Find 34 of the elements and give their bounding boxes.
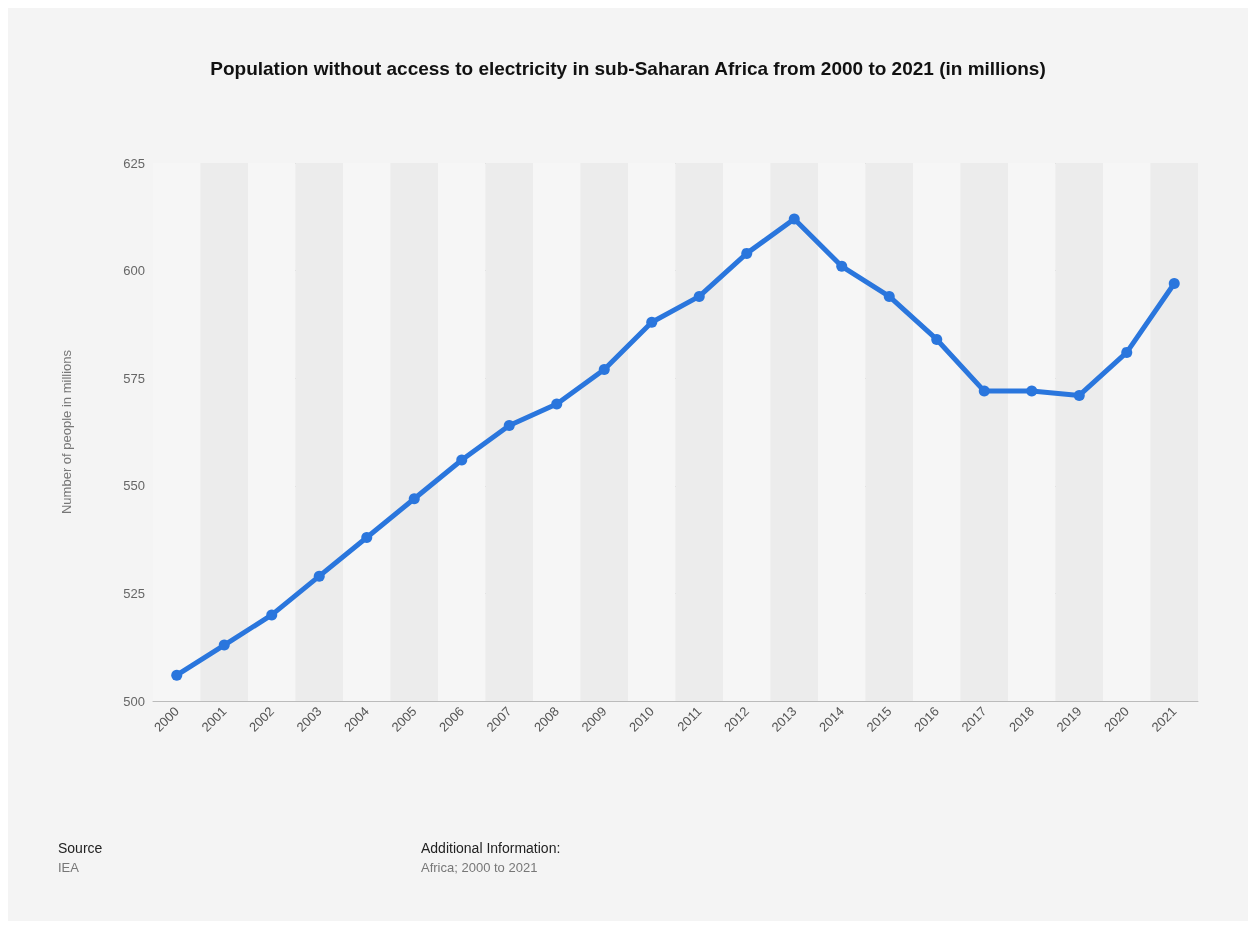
point bbox=[408, 493, 420, 505]
point bbox=[883, 290, 895, 302]
text: Additional Information: bbox=[421, 840, 561, 856]
text: IEA bbox=[58, 860, 80, 875]
point bbox=[741, 247, 753, 259]
point bbox=[313, 570, 325, 582]
y-tick-label: 600 bbox=[123, 263, 145, 279]
point bbox=[1121, 346, 1133, 358]
text: Africa; 2000 to 2021 bbox=[421, 860, 538, 875]
point bbox=[978, 385, 990, 397]
point bbox=[503, 420, 515, 432]
text: Source bbox=[58, 840, 103, 856]
point bbox=[1168, 278, 1180, 290]
point bbox=[551, 398, 563, 410]
point bbox=[1026, 385, 1038, 397]
point bbox=[693, 290, 705, 302]
point bbox=[456, 454, 468, 466]
point bbox=[931, 333, 943, 345]
y-axis-title: Number of people in millions bbox=[59, 349, 74, 515]
y-tick-label: 525 bbox=[123, 585, 145, 601]
point bbox=[266, 609, 278, 621]
point bbox=[836, 260, 848, 272]
point bbox=[1073, 389, 1085, 401]
point bbox=[788, 213, 800, 225]
y-tick-label: 500 bbox=[123, 693, 145, 709]
point bbox=[646, 316, 658, 328]
y-tick-label: 575 bbox=[123, 370, 145, 386]
y-tick-label: 550 bbox=[123, 478, 145, 494]
point bbox=[218, 639, 230, 651]
point bbox=[361, 531, 373, 543]
y-tick-label: 625 bbox=[123, 155, 145, 171]
chart-title: Population without access to electricity in sub-Saharan Africa from 2000 to 2021 (in millions) bbox=[210, 57, 1046, 79]
point bbox=[171, 669, 183, 681]
point bbox=[598, 364, 610, 376]
